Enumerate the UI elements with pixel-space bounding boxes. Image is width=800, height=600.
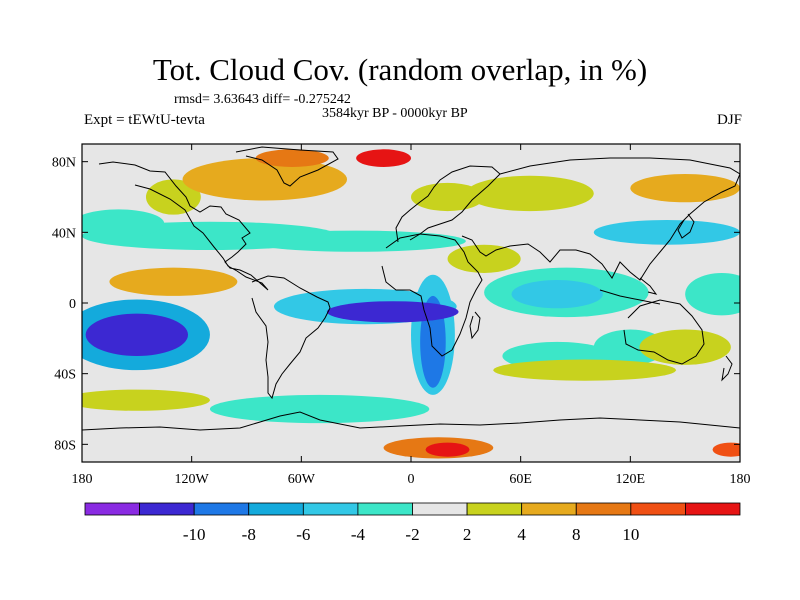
colorbar-label: -8 xyxy=(242,525,256,544)
lon-tick-label: 180 xyxy=(72,472,93,487)
anomaly-blob xyxy=(255,149,329,167)
colorbar-label: -2 xyxy=(405,525,419,544)
coast-indonesia-1 xyxy=(599,289,661,305)
colorbar-segment xyxy=(630,502,686,516)
colorbar-label: 4 xyxy=(517,525,526,544)
anomaly-blob xyxy=(209,394,430,424)
anomaly-blob xyxy=(85,313,189,356)
lon-tick-label: 0 xyxy=(408,472,415,487)
lat-tick-label: 80S xyxy=(54,438,76,453)
coastlines xyxy=(82,146,740,431)
lat-tick-label: 80N xyxy=(52,156,76,171)
plot-title: Tot. Cloud Cov. (random overlap, in %) xyxy=(152,52,648,87)
colorbar-segment xyxy=(685,502,741,516)
coast-madagascar xyxy=(469,311,481,340)
colorbar-label: -4 xyxy=(351,525,366,544)
anomaly-blob xyxy=(685,272,740,316)
anomaly-blob xyxy=(425,442,470,457)
anomaly-blob xyxy=(182,158,348,201)
coast-indonesia-2 xyxy=(639,277,658,295)
coast-north-america xyxy=(98,161,269,291)
colorbar-segment xyxy=(302,502,359,516)
anomaly-blob xyxy=(511,280,603,309)
colorbar-label: -6 xyxy=(296,525,310,544)
colorbar-segment xyxy=(575,502,632,516)
anomaly-field xyxy=(82,144,740,462)
colorbar-segment xyxy=(521,502,577,516)
lon-tick-label: 180 xyxy=(730,472,751,487)
colorbar-segment xyxy=(139,502,195,516)
period-line: 3584kyr BP - 0000kyr BP xyxy=(322,106,468,121)
anomaly-blob xyxy=(593,219,740,245)
anomaly-blob xyxy=(356,149,412,167)
coast-greenland xyxy=(235,146,339,187)
latitude-axis: 80N 40N 0 40S 80S xyxy=(52,156,740,453)
colorbar-segment xyxy=(84,502,140,516)
coast-new-zealand xyxy=(721,355,733,382)
lon-tick-label: 120W xyxy=(175,472,210,487)
colorbar-segment xyxy=(412,502,468,516)
colorbar: -10 -8 -6 -4 -2 2 4 8 10 xyxy=(84,502,741,544)
anomaly-blob xyxy=(82,209,165,238)
colorbar-segment xyxy=(248,502,304,516)
colorbar-segment xyxy=(466,502,523,516)
lat-tick-label: 40S xyxy=(54,368,76,383)
anomaly-blob xyxy=(145,179,201,215)
anomaly-blob xyxy=(630,174,740,203)
experiment-line: Expt = tEWtU-tevta xyxy=(84,112,205,128)
colorbar-segment xyxy=(193,502,250,516)
coast-antarctica xyxy=(82,411,740,431)
lat-tick-label: 0 xyxy=(69,297,76,312)
anomaly-blob xyxy=(447,244,521,273)
anomaly-blob xyxy=(82,389,210,411)
stats-line: rmsd= 3.63643 diff= -0.275242 xyxy=(174,92,351,107)
colorbar-label: 2 xyxy=(463,525,472,544)
coast-europe xyxy=(395,165,501,243)
lon-tick-label: 60W xyxy=(288,472,316,487)
longitude-axis: 180 120W 60W 0 60E 120E 180 xyxy=(72,144,751,487)
coast-south-america xyxy=(251,275,331,400)
anomaly-blob xyxy=(411,182,485,212)
coast-australia xyxy=(623,299,705,365)
lat-tick-label: 40N xyxy=(52,226,76,241)
anomaly-blob xyxy=(712,442,740,457)
anomaly-blob xyxy=(493,359,677,381)
colorbar-segment xyxy=(357,502,413,516)
lon-tick-label: 60E xyxy=(509,472,532,487)
coast-asia xyxy=(461,157,740,281)
coast-japan xyxy=(677,213,695,239)
coast-africa xyxy=(381,233,483,357)
lon-tick-label: 120E xyxy=(616,472,646,487)
anomaly-blob xyxy=(465,175,594,212)
anomaly-blob xyxy=(639,329,731,365)
colorbar-label: 8 xyxy=(572,525,581,544)
anomaly-blob xyxy=(326,301,459,323)
colorbar-label: 10 xyxy=(622,525,639,544)
anomaly-blob xyxy=(109,267,238,296)
anomaly-blob xyxy=(246,230,466,252)
colorbar-label: -10 xyxy=(183,525,206,544)
season-label: DJF xyxy=(716,112,742,128)
